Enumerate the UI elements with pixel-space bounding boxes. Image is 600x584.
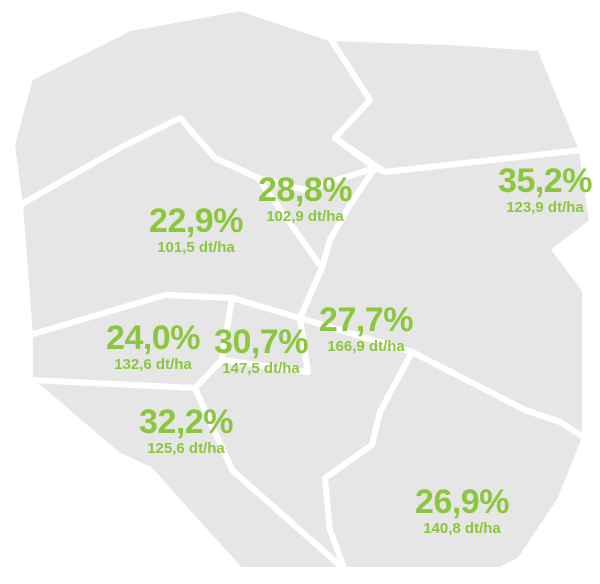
percent-east: 35,2% (498, 162, 592, 200)
label-south-west: 24,0% 132,6 dt/ha (106, 320, 200, 373)
percent-central-west: 28,8% (258, 171, 352, 209)
label-central-west: 28,8% 102,9 dt/ha (258, 172, 352, 225)
label-central: 27,7% 166,9 dt/ha (319, 302, 413, 355)
percent-west: 22,9% (149, 202, 243, 240)
label-central-south: 30,7% 147,5 dt/ha (214, 324, 308, 377)
label-east: 35,2% 123,9 dt/ha (498, 163, 592, 216)
label-south-east: 26,9% 140,8 dt/ha (415, 484, 509, 537)
region-south-east (322, 349, 588, 573)
yield-south-east: 140,8 dt/ha (423, 520, 501, 537)
region-far-south-west (27, 377, 348, 573)
yield-east: 123,9 dt/ha (506, 199, 584, 216)
yield-central-south: 147,5 dt/ha (222, 360, 300, 377)
percent-central-south: 30,7% (214, 323, 308, 361)
yield-central-west: 102,9 dt/ha (266, 208, 344, 225)
yield-far-south-west: 125,6 dt/ha (147, 440, 225, 457)
label-west: 22,9% 101,5 dt/ha (149, 203, 243, 256)
yield-west: 101,5 dt/ha (157, 239, 235, 256)
percent-central: 27,7% (319, 301, 413, 339)
percent-far-south-west: 32,2% (139, 403, 233, 441)
percent-south-east: 26,9% (415, 483, 509, 521)
percent-south-west: 24,0% (106, 319, 200, 357)
yield-central: 166,9 dt/ha (327, 338, 405, 355)
label-far-south-west: 32,2% 125,6 dt/ha (139, 404, 233, 457)
yield-south-west: 132,6 dt/ha (114, 356, 192, 373)
